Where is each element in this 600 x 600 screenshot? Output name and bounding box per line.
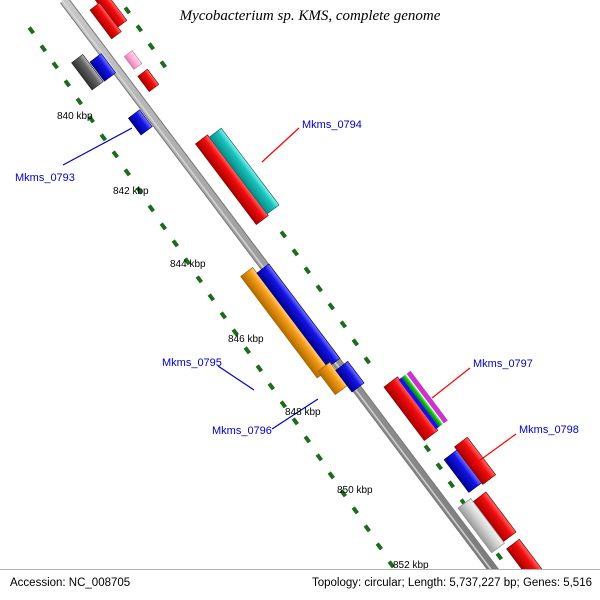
gene-features [71,0,547,585]
gene-label-mkms-0796[interactable]: Mkms_0796 [212,425,272,437]
scale-label-846-kbp: 846 kbp [228,334,264,345]
gene-box-pink[interactable] [123,50,143,70]
leader-mkms-0794 [261,127,300,163]
scale-label-850-kbp: 850 kbp [337,485,373,496]
scale-ticks-left [27,26,396,569]
topology-text: Topology: circular; Length: 5,737,227 bp… [311,577,592,589]
gene-label-mkms-0793[interactable]: Mkms_0793 [15,172,75,184]
leader-mkms-0795 [217,365,255,391]
gene-box-red-top2[interactable] [89,2,122,40]
gene-box-mkms-0798-red[interactable] [454,436,497,485]
scale-label-842-kbp: 842 kbp [113,186,149,197]
gene-box-mkms-0795-blue[interactable] [256,263,341,368]
scale-label-852-kbp: 852 kbp [393,560,429,571]
gene-box-mkms-0795-orange[interactable] [240,266,330,379]
gene-label-mkms-0795[interactable]: Mkms_0795 [162,357,222,369]
accession-text: Accession: NC_008705 [10,577,131,589]
scale-ticks-right [123,6,516,579]
leader-mkms-0798 [471,433,517,467]
label-leader-lines [62,127,517,467]
leader-mkms-0793 [62,127,133,166]
gene-stripe-magenta [406,370,448,424]
gene-box-lightgray-lower[interactable] [457,497,505,554]
gene-box-mkms-0796-blue[interactable] [335,360,365,393]
gene-label-mkms-0794[interactable]: Mkms_0794 [302,119,362,131]
status-bar: Accession: NC_008705 Topology: circular;… [0,569,600,600]
gene-box-darkgray[interactable] [71,53,104,91]
scale-label-840-kbp: 840 kbp [57,111,93,122]
gene-label-mkms-0797[interactable]: Mkms_0797 [473,358,533,370]
gene-stripe-green [401,374,444,427]
scale-label-848-kbp: 848 kbp [285,407,321,418]
gene-box-mkms-0793[interactable] [127,109,153,136]
leader-mkms-0796 [271,398,319,430]
gene-stripe-blue [398,377,440,430]
gene-box-blue-small-a[interactable] [89,53,117,82]
gene-label-mkms-0798[interactable]: Mkms_0798 [519,424,579,436]
gene-box-red-small-a[interactable] [137,68,160,93]
scale-label-844-kbp: 844 kbp [170,259,206,270]
leader-mkms-0797 [431,367,471,399]
page-title: Mycobacterium sp. KMS, complete genome [179,8,441,24]
gene-box-mkms-0794-teal[interactable] [208,127,280,215]
